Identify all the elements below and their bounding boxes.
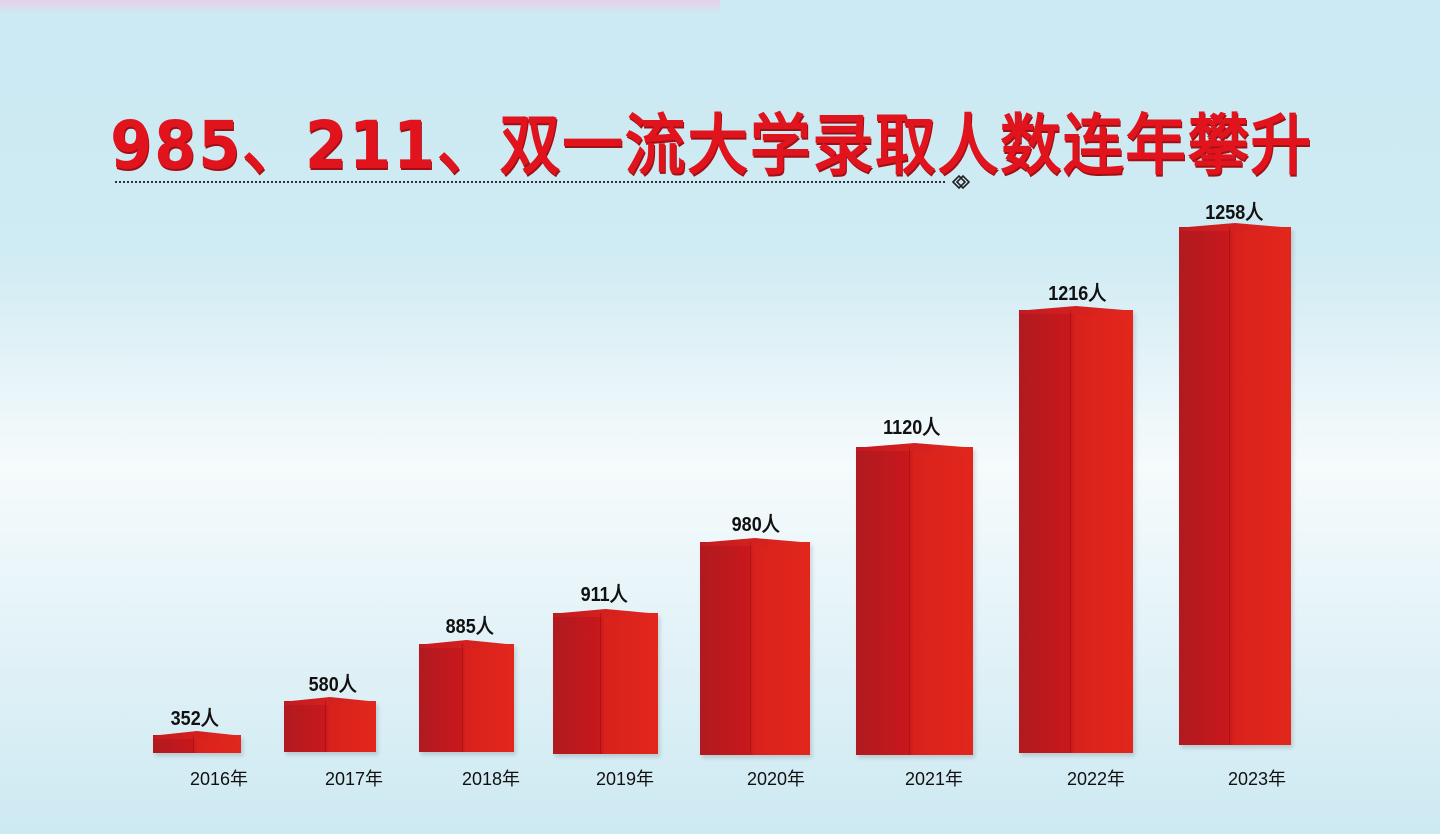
bar [553,613,658,754]
value-label: 1216人 [1048,283,1107,305]
bar-group [153,735,241,753]
value-label: 911人 [580,584,628,606]
title-divider [115,181,945,183]
bar-group [553,613,658,754]
value-label: 1258人 [1205,202,1264,224]
year-label: 2023年 [1228,769,1287,789]
year-label: 2019年 [596,769,655,789]
year-label: 2018年 [462,769,521,789]
top-decorative-band [0,0,720,14]
bar [856,447,973,755]
bar-group [419,644,514,752]
value-label: 352人 [170,708,219,730]
chart-title: 985、211、双一流大学录取人数连年攀升 [110,107,1313,184]
bar-group [1019,310,1133,753]
bar-group [856,447,973,755]
year-label: 2017年 [325,769,384,789]
bar [284,701,376,752]
value-label: 980人 [731,514,780,536]
value-label: 580人 [308,674,357,696]
bar [153,735,241,753]
bar-group [1179,227,1291,745]
year-label: 2022年 [1067,769,1126,789]
bar-group [700,542,810,755]
bar-group [284,701,376,752]
value-label: 1120人 [883,417,941,439]
bar [419,644,514,752]
value-label: 885人 [445,616,494,638]
bar [1179,227,1291,745]
year-label: 2016年 [190,769,249,789]
bar [1019,310,1133,753]
year-label: 2020年 [747,769,806,789]
year-label: 2021年 [905,769,964,789]
bar [700,542,810,755]
diamond-ornament-icon [951,174,971,190]
